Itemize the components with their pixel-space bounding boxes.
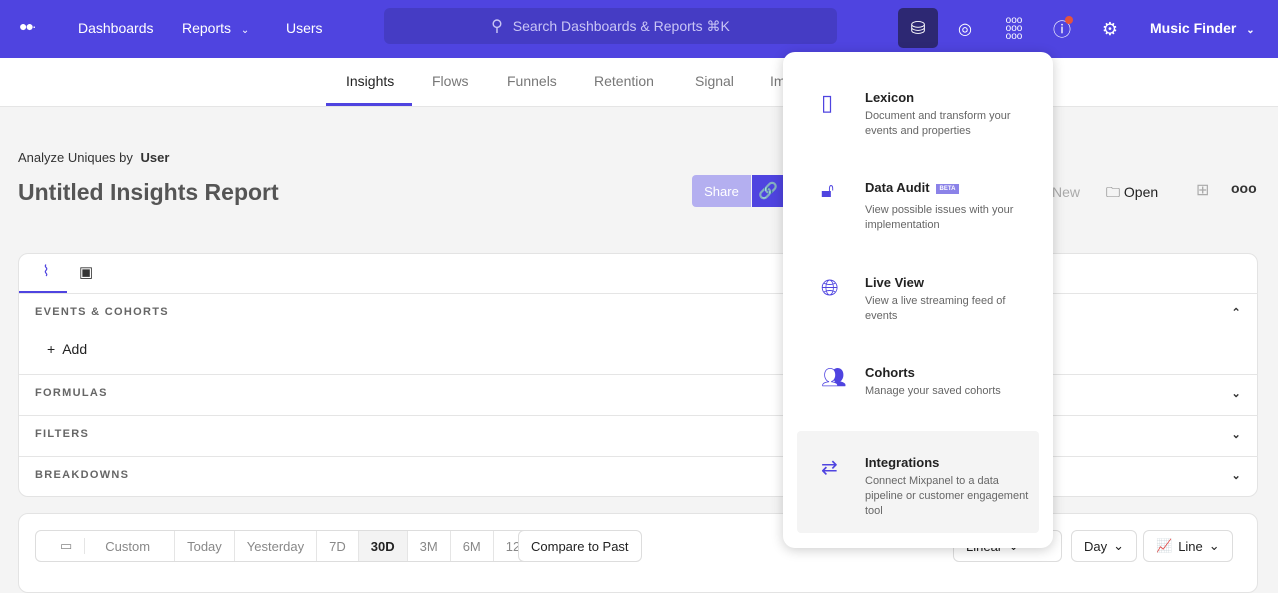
chevron-down-icon[interactable]: ⌄: [1231, 388, 1242, 400]
chevron-down-icon: ⌄: [1246, 25, 1255, 36]
active-tab-underline: [326, 103, 412, 106]
events-label: EVENTS & COHORTS: [35, 306, 169, 318]
analyze-label: Analyze Uniques by: [18, 150, 133, 165]
chevron-up-icon[interactable]: ⌃: [1231, 307, 1242, 319]
insights-chart-icon[interactable]: ⌇: [42, 263, 50, 280]
tab-signal[interactable]: Signal: [695, 73, 734, 89]
book-icon: ▯: [821, 90, 834, 115]
tab-flows[interactable]: Flows: [432, 73, 469, 89]
date-custom[interactable]: ▭ Custom: [36, 531, 176, 561]
copy-link-icon[interactable]: 🔗: [752, 175, 784, 207]
beta-badge: BETA: [935, 183, 960, 194]
chevron-down-icon[interactable]: ⌄: [1231, 429, 1242, 441]
chevron-down-icon: ⌄: [1113, 538, 1125, 553]
help-icon[interactable]: ⓘ: [1047, 14, 1077, 44]
folder-icon: 🗀: [1106, 184, 1120, 200]
open-button[interactable]: 🗀 Open: [1106, 182, 1158, 206]
new-button[interactable]: New: [1052, 184, 1081, 200]
nav-users[interactable]: Users: [286, 20, 323, 36]
integrations-icon: ⇄: [821, 457, 838, 479]
lexicon-desc: Document and transform your events and p…: [865, 110, 1011, 137]
data-management-menu: ▯ Lexicon Document and transform your even…: [783, 52, 1053, 548]
menu-item-live-view[interactable]: 🌐︎ Live View View a live streaming feed of…: [797, 275, 1039, 324]
menu-item-cohorts[interactable]: 👥︎ Cohorts Manage your saved cohorts: [797, 365, 1039, 399]
share-button[interactable]: Share: [692, 175, 751, 207]
users-icon: 👥︎: [821, 367, 847, 389]
chevron-down-icon: ⌄: [240, 25, 250, 36]
tab-impact[interactable]: Im: [770, 73, 786, 89]
chat-icon[interactable]: ◎: [958, 21, 972, 38]
settings-gear-icon[interactable]: ⚙: [1101, 18, 1119, 39]
live-view-desc: View a live streaming feed of events: [865, 295, 1006, 322]
data-audit-desc: View possible issues with your implement…: [865, 204, 1014, 231]
search-icon: ⚲: [491, 18, 503, 35]
open-label: Open: [1123, 184, 1159, 200]
analyze-value[interactable]: User: [140, 150, 170, 165]
project-selector[interactable]: Music Finder ⌄: [1150, 20, 1255, 36]
tab-funnels[interactable]: Funnels: [507, 73, 557, 89]
add-to-dashboard-icon[interactable]: ⊞: [1196, 182, 1210, 199]
cohorts-title: Cohorts: [865, 365, 915, 380]
data-management-button[interactable]: ⛁: [898, 8, 938, 48]
date-30d[interactable]: 30D: [358, 531, 408, 561]
nav-dashboards[interactable]: Dashboards: [78, 20, 154, 36]
chevron-down-icon[interactable]: ⌄: [1231, 470, 1242, 482]
tab-retention[interactable]: Retention: [594, 73, 654, 89]
interval-selector[interactable]: Day ⌄: [1071, 530, 1138, 562]
breakdowns-section[interactable]: BREAKDOWNS ⌄: [19, 456, 1258, 493]
breakdowns-label: BREAKDOWNS: [35, 469, 130, 481]
search-input[interactable]: ⚲ Search Dashboards & Reports ⌘K: [384, 8, 837, 44]
data-audit-title: Data Audit: [865, 180, 930, 195]
date-7d[interactable]: 7D: [317, 531, 359, 561]
compare-to-past-button[interactable]: Compare to Past: [518, 530, 642, 562]
user-profile-icon[interactable]: ▣: [79, 264, 94, 281]
formulas-section[interactable]: FORMULAS ⌄: [19, 374, 1258, 411]
date-6m[interactable]: 6M: [451, 531, 494, 561]
globe-icon: 🌐︎: [821, 275, 839, 300]
top-bar: ●●· Dashboards Reports ⌄ Users ⚲ Search D…: [0, 0, 1278, 58]
cohorts-desc: Manage your saved cohorts: [865, 385, 1001, 397]
chart-type-label: Line: [1178, 538, 1203, 554]
report-tabs: Insights Flows Funnels Retention Signal …: [0, 58, 1278, 107]
formulas-label: FORMULAS: [35, 387, 108, 399]
line-chart-icon: 📈: [1156, 538, 1173, 553]
more-options-icon[interactable]: ooo: [1231, 180, 1257, 196]
chart-type-selector[interactable]: 📈 Line ⌄: [1143, 530, 1233, 562]
date-custom-label: Custom: [105, 538, 151, 554]
nav-reports[interactable]: Reports ⌄: [182, 20, 249, 36]
lock-icon: 🔓︎: [821, 180, 834, 202]
integrations-title: Integrations: [865, 455, 940, 470]
plus-icon: +: [47, 341, 56, 357]
integrations-desc: Connect Mixpanel to a data pipeline or c…: [865, 475, 1029, 517]
nav-reports-label: Reports: [182, 20, 232, 36]
menu-item-data-audit[interactable]: 🔓︎ Data Audit BETA View possible issues wit…: [797, 180, 1039, 233]
date-yesterday[interactable]: Yesterday: [235, 531, 318, 561]
menu-item-integrations[interactable]: ⇄ Integrations Connect Mixpanel to a data …: [797, 431, 1039, 533]
menu-item-lexicon[interactable]: ▯ Lexicon Document and transform your even…: [797, 90, 1039, 139]
filters-label: FILTERS: [35, 428, 90, 440]
query-builder-panel: ⌇ ▣ EVENTS & COHORTS ⌃ + Add FORMULAS ⌄ FI…: [18, 253, 1258, 497]
interval-label: Day: [1084, 538, 1108, 554]
events-cohorts-section: EVENTS & COHORTS ⌃ + Add: [19, 293, 1258, 374]
date-range-selector: ▭Custom Today Yesterday 7D 30D 3M 6M 12M: [35, 530, 545, 562]
active-panel-tab-underline: [19, 291, 67, 293]
search-placeholder: Search Dashboards & Reports ⌘K: [512, 17, 730, 34]
calendar-icon: ▭: [48, 538, 86, 554]
logo-icon[interactable]: ●●·: [19, 18, 37, 34]
chevron-down-icon: ⌄: [1208, 538, 1220, 553]
project-name: Music Finder: [1150, 20, 1237, 36]
page-title[interactable]: Untitled Insights Report: [18, 179, 279, 205]
date-3m[interactable]: 3M: [408, 531, 451, 561]
add-label: Add: [62, 341, 88, 357]
live-view-title: Live View: [865, 275, 925, 290]
filters-section[interactable]: FILTERS ⌄: [19, 415, 1258, 452]
date-today[interactable]: Today: [175, 531, 235, 561]
tab-insights[interactable]: Insights: [346, 73, 395, 89]
apps-grid-icon[interactable]: ooo ooo ooo: [1005, 15, 1023, 42]
analyze-by: Analyze Uniques by User: [18, 150, 169, 165]
add-event-button[interactable]: + Add: [47, 341, 87, 357]
lexicon-title: Lexicon: [865, 90, 915, 105]
